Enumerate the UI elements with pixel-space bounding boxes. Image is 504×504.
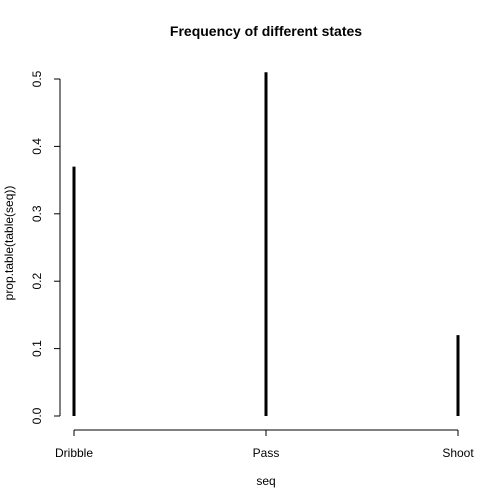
chart-title: Frequency of different states <box>170 23 362 39</box>
x-tick-label: Pass <box>253 446 280 460</box>
x-tick-label: Dribble <box>55 446 93 460</box>
y-tick-label: 0.5 <box>30 70 44 87</box>
y-tick-label: 0.1 <box>30 340 44 357</box>
x-tick-label: Shoot <box>442 446 474 460</box>
x-axis-label: seq <box>256 474 275 488</box>
y-axis-label: prop.table(table(seq)) <box>2 186 16 301</box>
y-tick-label: 0.0 <box>30 407 44 424</box>
y-axis: 0.0 0.1 0.2 0.3 0.4 0.5 <box>30 70 60 424</box>
y-tick-label: 0.2 <box>30 273 44 290</box>
bars-group <box>74 72 458 416</box>
x-axis: Dribble Pass Shoot <box>55 430 474 460</box>
y-tick-label: 0.3 <box>30 205 44 222</box>
y-tick-label: 0.4 <box>30 138 44 155</box>
